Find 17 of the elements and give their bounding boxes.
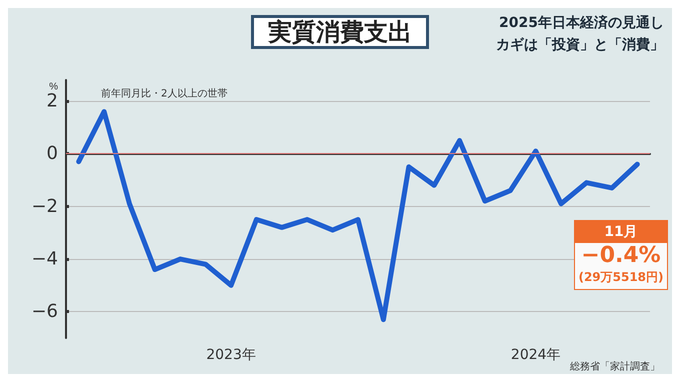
y-tick-label: −6 [31, 301, 58, 322]
callout-box: 11月 −0.4% (29万5518円) [574, 220, 668, 290]
x-tick-label: 2023年 [206, 347, 256, 363]
y-axis-title: % [49, 82, 58, 93]
y-tick-label: −4 [31, 248, 58, 270]
chart-title: 実質消費支出 [267, 18, 412, 46]
text: 2025年日本経済の見通し [499, 14, 664, 31]
y-tick-label: −2 [31, 196, 58, 217]
x-tick-label: 2024年 [510, 347, 561, 363]
y-tick-label: 0 [46, 143, 58, 164]
text: 総務省「家計調査」 [569, 360, 660, 372]
text: 前年同月比・2人以上の世帯 [101, 88, 228, 100]
annotation: 11月 [575, 221, 667, 243]
text: カギは「投資」と「消費」 [496, 37, 664, 53]
y-tick-label: 2 [46, 90, 58, 112]
annotation: (29万5518円) [577, 269, 665, 286]
annotation: −0.4% [580, 243, 662, 269]
